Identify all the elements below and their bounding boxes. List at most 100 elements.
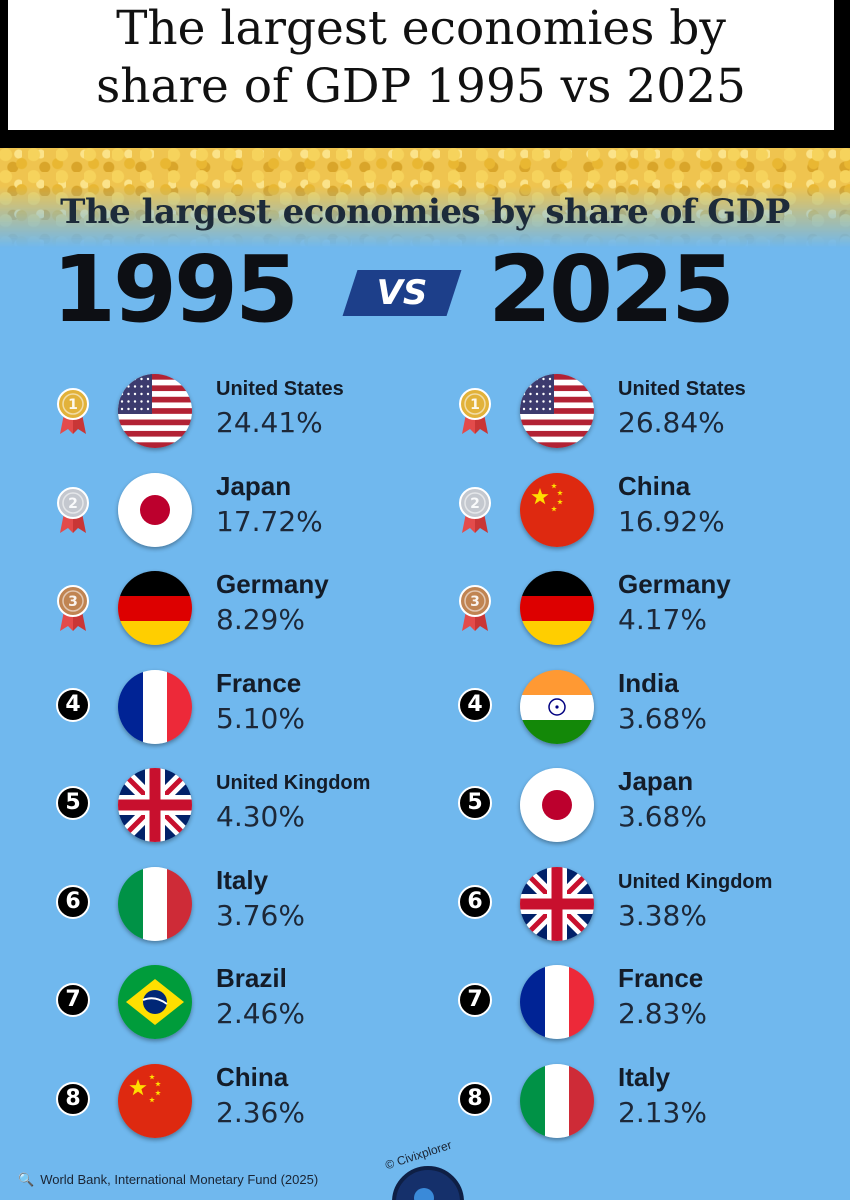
china-flag-icon	[520, 472, 594, 547]
rank-number: 7	[65, 987, 81, 1012]
country-name: China	[216, 1061, 289, 1092]
country-name: Italy	[216, 864, 269, 895]
country-name: France	[216, 667, 302, 698]
ranking-row: 7 France 2.83%	[458, 963, 838, 1055]
ranking-row: 6 United Kingdom 3.38%	[458, 866, 838, 957]
page-header: The largest economies by share of GDP 19…	[8, 0, 834, 130]
gdp-share-value: 2.46%	[216, 997, 305, 1030]
gdp-share-value: 4.17%	[618, 603, 707, 636]
country-name: United Kingdom	[216, 772, 371, 794]
ranking-row: 8 Italy 2.13%	[458, 1061, 838, 1154]
germany-flag-icon	[118, 571, 192, 645]
gdp-share-value: 2.83%	[618, 997, 707, 1030]
gdp-share-value: 3.76%	[216, 898, 305, 932]
rank-number-badge: 8	[458, 1081, 492, 1116]
country-name: Germany	[618, 569, 731, 599]
svg-text:2: 2	[68, 496, 78, 512]
ranking-row: 3 Germany 8.29%	[56, 569, 436, 661]
brazil-flag-icon	[118, 965, 192, 1039]
country-name: Italy	[618, 1061, 671, 1092]
ranking-row: 5 United Kingdom 4.30%	[56, 768, 436, 858]
rank-number: 7	[467, 987, 483, 1012]
rank-number-badge: 5	[458, 786, 492, 820]
source-note: 🔍 World Bank, International Monetary Fund…	[18, 1172, 318, 1188]
rank-number: 5	[65, 790, 81, 815]
country-name: China	[618, 470, 691, 501]
ranking-row: 1 United States 24.41%	[56, 374, 436, 464]
header-title-line-1: The largest economies by	[116, 1, 726, 56]
ranking-row: 7 Brazil 2.46%	[56, 963, 436, 1055]
rank-number-badge: 7	[458, 983, 492, 1017]
italy-flag-icon	[118, 866, 192, 941]
japan-flag-icon	[520, 768, 594, 842]
rank-number-badge: 8	[56, 1081, 90, 1116]
infographic-subtitle: The largest economies by share of GDP	[60, 192, 790, 232]
country-name: Germany	[216, 569, 329, 599]
ranking-row: 2 China 16.92%	[458, 470, 838, 563]
france-flag-icon	[520, 965, 594, 1039]
india-flag-icon	[520, 669, 594, 744]
rank-number: 4	[65, 691, 81, 717]
country-name: Japan	[216, 470, 292, 501]
svg-text:1: 1	[470, 397, 480, 413]
country-name: India	[618, 667, 679, 698]
gdp-share-value: 4.30%	[216, 800, 305, 833]
rank-medal-icon: 3	[56, 583, 90, 633]
rank-medal-icon: 1	[56, 386, 90, 436]
ranking-row: 5 Japan 3.68%	[458, 766, 838, 858]
ranking-row: 3 Germany 4.17%	[458, 569, 838, 661]
ranking-row: 8 China 2.36%	[56, 1061, 436, 1154]
gdp-share-value: 17.72%	[216, 504, 323, 538]
rank-number: 4	[467, 691, 483, 717]
rank-medal-icon: 1	[458, 386, 492, 436]
rank-number: 5	[467, 790, 483, 815]
ranking-row: 6 Italy 3.76%	[56, 864, 436, 957]
country-name: Japan	[618, 766, 694, 796]
germany-flag-icon	[520, 571, 594, 645]
ranking-row: 4 France 5.10%	[56, 667, 436, 760]
ranking-row: 1 United States 26.84%	[458, 374, 838, 464]
gdp-share-value: 8.29%	[216, 603, 305, 636]
us-flag-icon	[520, 374, 594, 448]
rank-number: 6	[65, 888, 81, 914]
us-flag-icon	[118, 374, 192, 448]
country-name: United Kingdom	[618, 870, 773, 893]
uk-flag-icon	[520, 866, 594, 941]
gdp-share-value: 16.92%	[618, 504, 725, 538]
year-1995-heading: 1995	[52, 236, 299, 343]
rank-number-badge: 4	[56, 687, 90, 722]
svg-text:3: 3	[68, 594, 78, 610]
civixplorer-logo	[392, 1166, 464, 1200]
country-name: France	[618, 963, 704, 993]
country-name: Brazil	[216, 963, 287, 993]
rank-number: 8	[467, 1085, 483, 1111]
gdp-share-value: 3.68%	[618, 701, 707, 735]
source-text: World Bank, International Monetary Fund …	[40, 1172, 319, 1187]
gdp-share-value: 2.36%	[216, 1095, 305, 1129]
uk-flag-icon	[118, 768, 192, 842]
gdp-share-value: 26.84%	[618, 406, 725, 439]
japan-flag-icon	[118, 472, 192, 547]
header-title-line-2: share of GDP 1995 vs 2025	[96, 59, 746, 114]
svg-text:3: 3	[470, 594, 480, 610]
country-name: United States	[618, 378, 746, 400]
rank-number-badge: 6	[56, 884, 90, 919]
rank-number-badge: 5	[56, 786, 90, 820]
gdp-share-value: 24.41%	[216, 406, 323, 439]
france-flag-icon	[118, 669, 192, 744]
svg-text:1: 1	[68, 397, 78, 413]
rank-number-badge: 7	[56, 983, 90, 1017]
svg-text:2: 2	[470, 496, 480, 512]
rank-number-badge: 4	[458, 687, 492, 722]
vs-badge: VS	[342, 270, 462, 316]
rank-medal-icon: 3	[458, 583, 492, 633]
china-flag-icon	[118, 1063, 192, 1138]
rank-number: 8	[65, 1085, 81, 1111]
country-name: United States	[216, 378, 344, 400]
vs-label: VS	[376, 273, 428, 313]
gdp-share-value: 2.13%	[618, 1095, 707, 1129]
gdp-share-value: 5.10%	[216, 701, 305, 735]
rank-number-badge: 6	[458, 884, 492, 919]
ranking-row: 2 Japan 17.72%	[56, 470, 436, 563]
rank-number: 6	[467, 888, 483, 914]
